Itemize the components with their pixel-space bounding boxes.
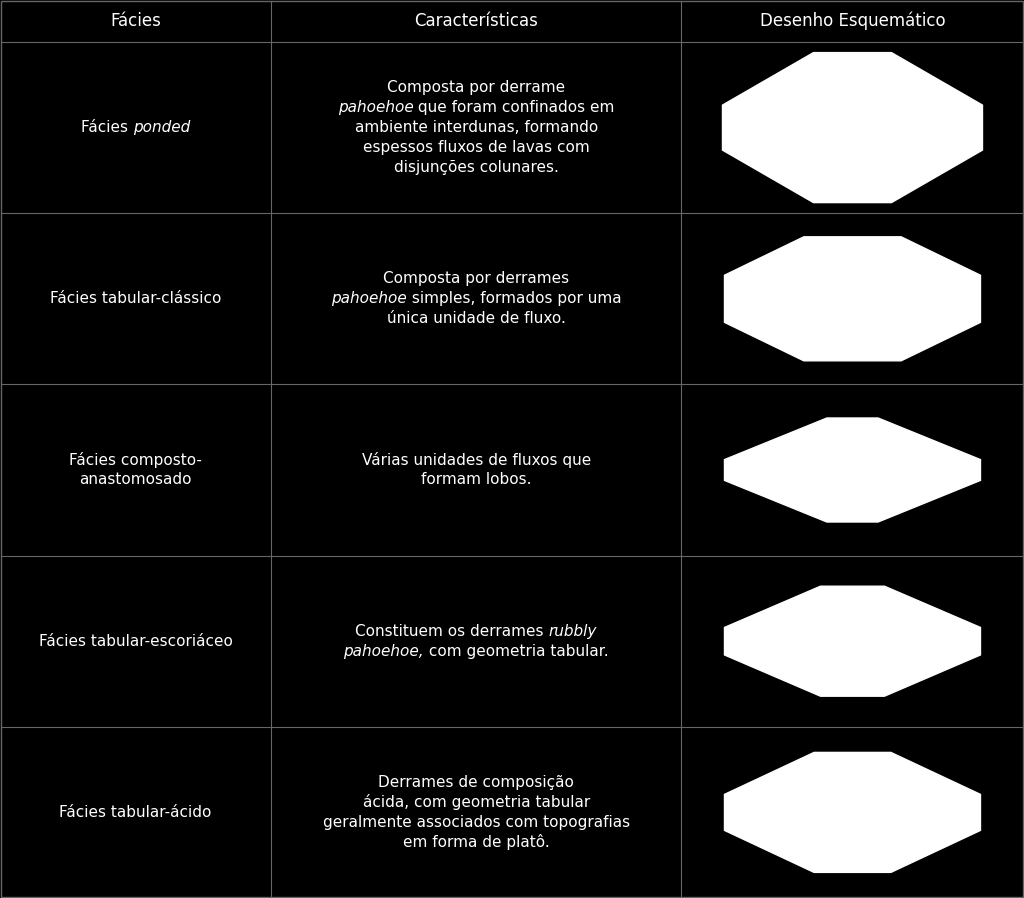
Text: com geometria tabular.: com geometria tabular. [424, 644, 609, 659]
Text: pahoehoe: pahoehoe [331, 291, 407, 306]
Text: anastomosado: anastomosado [80, 472, 191, 488]
Polygon shape [725, 237, 981, 361]
Polygon shape [725, 753, 981, 872]
Text: ácida, com geometria tabular: ácida, com geometria tabular [362, 795, 590, 810]
Text: única unidade de fluxo.: única unidade de fluxo. [387, 312, 565, 326]
Text: Composta por derrames: Composta por derrames [383, 271, 569, 286]
Text: que foram confinados em: que foram confinados em [414, 100, 614, 115]
Text: Fácies tabular-escoriáceo: Fácies tabular-escoriáceo [39, 634, 232, 648]
Text: disjunções colunares.: disjunções colunares. [393, 160, 559, 175]
Text: Desenho Esquemático: Desenho Esquemático [760, 12, 945, 31]
Text: Composta por derrame: Composta por derrame [387, 80, 565, 95]
Text: simples, formados por uma: simples, formados por uma [407, 291, 622, 306]
Text: espessos fluxos de lavas com: espessos fluxos de lavas com [362, 140, 590, 155]
Text: Fácies composto-: Fácies composto- [70, 452, 202, 468]
Text: Fácies: Fácies [111, 12, 161, 30]
Text: pahoehoe: pahoehoe [338, 100, 414, 115]
Text: em forma de platô.: em forma de platô. [402, 834, 550, 850]
Polygon shape [725, 418, 981, 522]
Text: rubbly: rubbly [549, 624, 597, 638]
Text: Fácies: Fácies [81, 120, 133, 135]
Text: formam lobos.: formam lobos. [421, 472, 531, 488]
Text: Fácies tabular-ácido: Fácies tabular-ácido [59, 805, 212, 820]
Polygon shape [723, 53, 982, 203]
Text: Derrames de composição: Derrames de composição [378, 775, 574, 790]
Text: Fácies tabular-clássico: Fácies tabular-clássico [50, 291, 221, 306]
Text: Constituem os derrames: Constituem os derrames [355, 624, 549, 638]
Text: Várias unidades de fluxos que: Várias unidades de fluxos que [361, 452, 591, 468]
Text: ponded: ponded [133, 120, 190, 135]
Text: Características: Características [415, 12, 538, 30]
Text: ambiente interdunas, formando: ambiente interdunas, formando [354, 120, 598, 135]
Polygon shape [725, 586, 981, 696]
Text: geralmente associados com topografias: geralmente associados com topografias [323, 814, 630, 830]
Text: pahoehoe,: pahoehoe, [343, 644, 424, 659]
